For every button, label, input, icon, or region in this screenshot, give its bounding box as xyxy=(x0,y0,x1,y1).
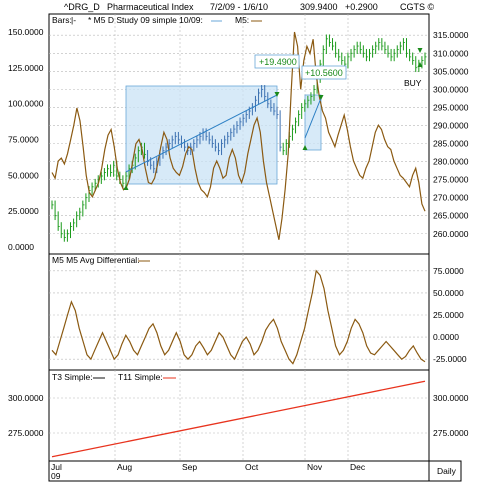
osc-tick-label: -25.0000 xyxy=(433,354,467,364)
price-left-tick-label: 0.0000 xyxy=(8,242,34,252)
legend-bars-glyph: |- xyxy=(71,15,76,25)
annotations: +19.4900 +10.5600 BUY xyxy=(254,54,422,88)
osc-tick-label: 0.0000 xyxy=(433,332,459,342)
header-copyright: CGTS © xyxy=(400,2,435,12)
oscillator-panel-frame xyxy=(48,253,430,371)
vertical-gridlines xyxy=(114,14,349,461)
x-tick-label: Jul xyxy=(51,462,62,472)
price-left-tick-label: 50.0000 xyxy=(8,170,39,180)
period-box xyxy=(428,460,462,482)
osc-tick-label: 25.0000 xyxy=(433,310,464,320)
osc-tick-label: 50.0000 xyxy=(433,288,464,298)
x-tick-label: Dec xyxy=(350,462,366,472)
signal-arrow xyxy=(274,92,280,97)
price-legend: Bars: |- * M5 D Study 09 simple 10/09: M… xyxy=(52,15,262,25)
signal-arrow xyxy=(417,48,423,53)
study-highlights xyxy=(125,85,322,185)
buy-label: BUY xyxy=(404,78,422,88)
legend-m5: M5: xyxy=(235,15,249,25)
x-tick-label: Sep xyxy=(182,462,197,472)
t11-legend: T11 Simple: xyxy=(118,372,163,382)
avg-left-tick-label: 275.0000 xyxy=(8,428,44,438)
gain-label-1: +19.4900 xyxy=(259,57,297,67)
price-left-tick-label: 125.0000 xyxy=(8,63,44,73)
x-tick-label: Oct xyxy=(245,462,259,472)
price-right-tick-label: 290.0000 xyxy=(433,120,469,130)
study-box-1 xyxy=(125,85,278,185)
price-right-tick-label: 285.0000 xyxy=(433,139,469,149)
header-date-range: 7/2/09 - 1/6/10 xyxy=(210,2,268,12)
x-tick-label: Nov xyxy=(307,462,323,472)
trend-line-1 xyxy=(125,94,278,173)
chart-header: ^DRG_D Pharmaceutical Index 7/2/09 - 1/6… xyxy=(64,2,435,12)
osc-legend: M5 M5 Avg Differential: xyxy=(52,255,140,265)
price-right-tick-label: 275.0000 xyxy=(433,175,469,185)
averages-panel-frame xyxy=(48,369,430,462)
gain-box-1 xyxy=(254,54,300,69)
x-axis-frame xyxy=(48,460,430,482)
period-label: Daily xyxy=(437,466,457,476)
axis-labels: 315.0000 310.0000 305.0000 300.0000 295.0000… xyxy=(8,27,469,438)
price-left-tick-label: 100.0000 xyxy=(8,99,44,109)
legend-study: * M5 D Study 09 simple 10/09: xyxy=(88,15,203,25)
avg-right-tick-label: 300.0000 xyxy=(433,393,469,403)
avg-left-tick-label: 300.0000 xyxy=(8,393,44,403)
trend-lines xyxy=(123,48,423,190)
signal-arrow xyxy=(417,62,423,67)
header-last: 309.9400 xyxy=(300,2,338,12)
signal-arrow xyxy=(123,185,129,190)
signal-arrow xyxy=(302,145,308,150)
price-right-tick-label: 270.0000 xyxy=(433,193,469,203)
m5-avg-differential-line xyxy=(51,269,426,365)
signal-arrow xyxy=(318,95,324,100)
price-right-tick-label: 295.0000 xyxy=(433,102,469,112)
header-name: Pharmaceutical Index xyxy=(107,2,194,12)
price-bars xyxy=(51,34,427,242)
t3-legend: T3 Simple: xyxy=(52,372,93,382)
trend-line-2 xyxy=(304,97,322,139)
price-right-tick-label: 265.0000 xyxy=(433,211,469,221)
header-change: +0.2900 xyxy=(345,2,378,12)
x-sublabel: 09 xyxy=(51,471,61,481)
legend-bars: Bars: xyxy=(52,15,72,25)
price-right-tick-label: 305.0000 xyxy=(433,66,469,76)
t11-line xyxy=(51,380,426,458)
gain-label-2: +10.5600 xyxy=(305,68,343,78)
gain-box-2 xyxy=(301,65,347,80)
header-symbol: ^DRG_D xyxy=(64,2,100,12)
price-left-tick-label: 25.0000 xyxy=(8,206,39,216)
price-right-tick-label: 310.0000 xyxy=(433,48,469,58)
price-right-tick-label: 280.0000 xyxy=(433,157,469,167)
price-left-tick-label: 150.0000 xyxy=(8,27,44,37)
price-left-tick-label: 75.0000 xyxy=(8,135,39,145)
osc-tick-label: 75.0000 xyxy=(433,266,464,276)
m5-line xyxy=(51,31,426,240)
price-right-tick-label: 315.0000 xyxy=(433,30,469,40)
price-right-tick-label: 260.0000 xyxy=(433,229,469,239)
price-right-tick-label: 300.0000 xyxy=(433,84,469,94)
x-axis-labels: Jul Aug Sep Oct Nov Dec xyxy=(51,462,366,472)
x-tick-label: Aug xyxy=(117,462,132,472)
avg-right-tick-label: 275.0000 xyxy=(433,428,469,438)
